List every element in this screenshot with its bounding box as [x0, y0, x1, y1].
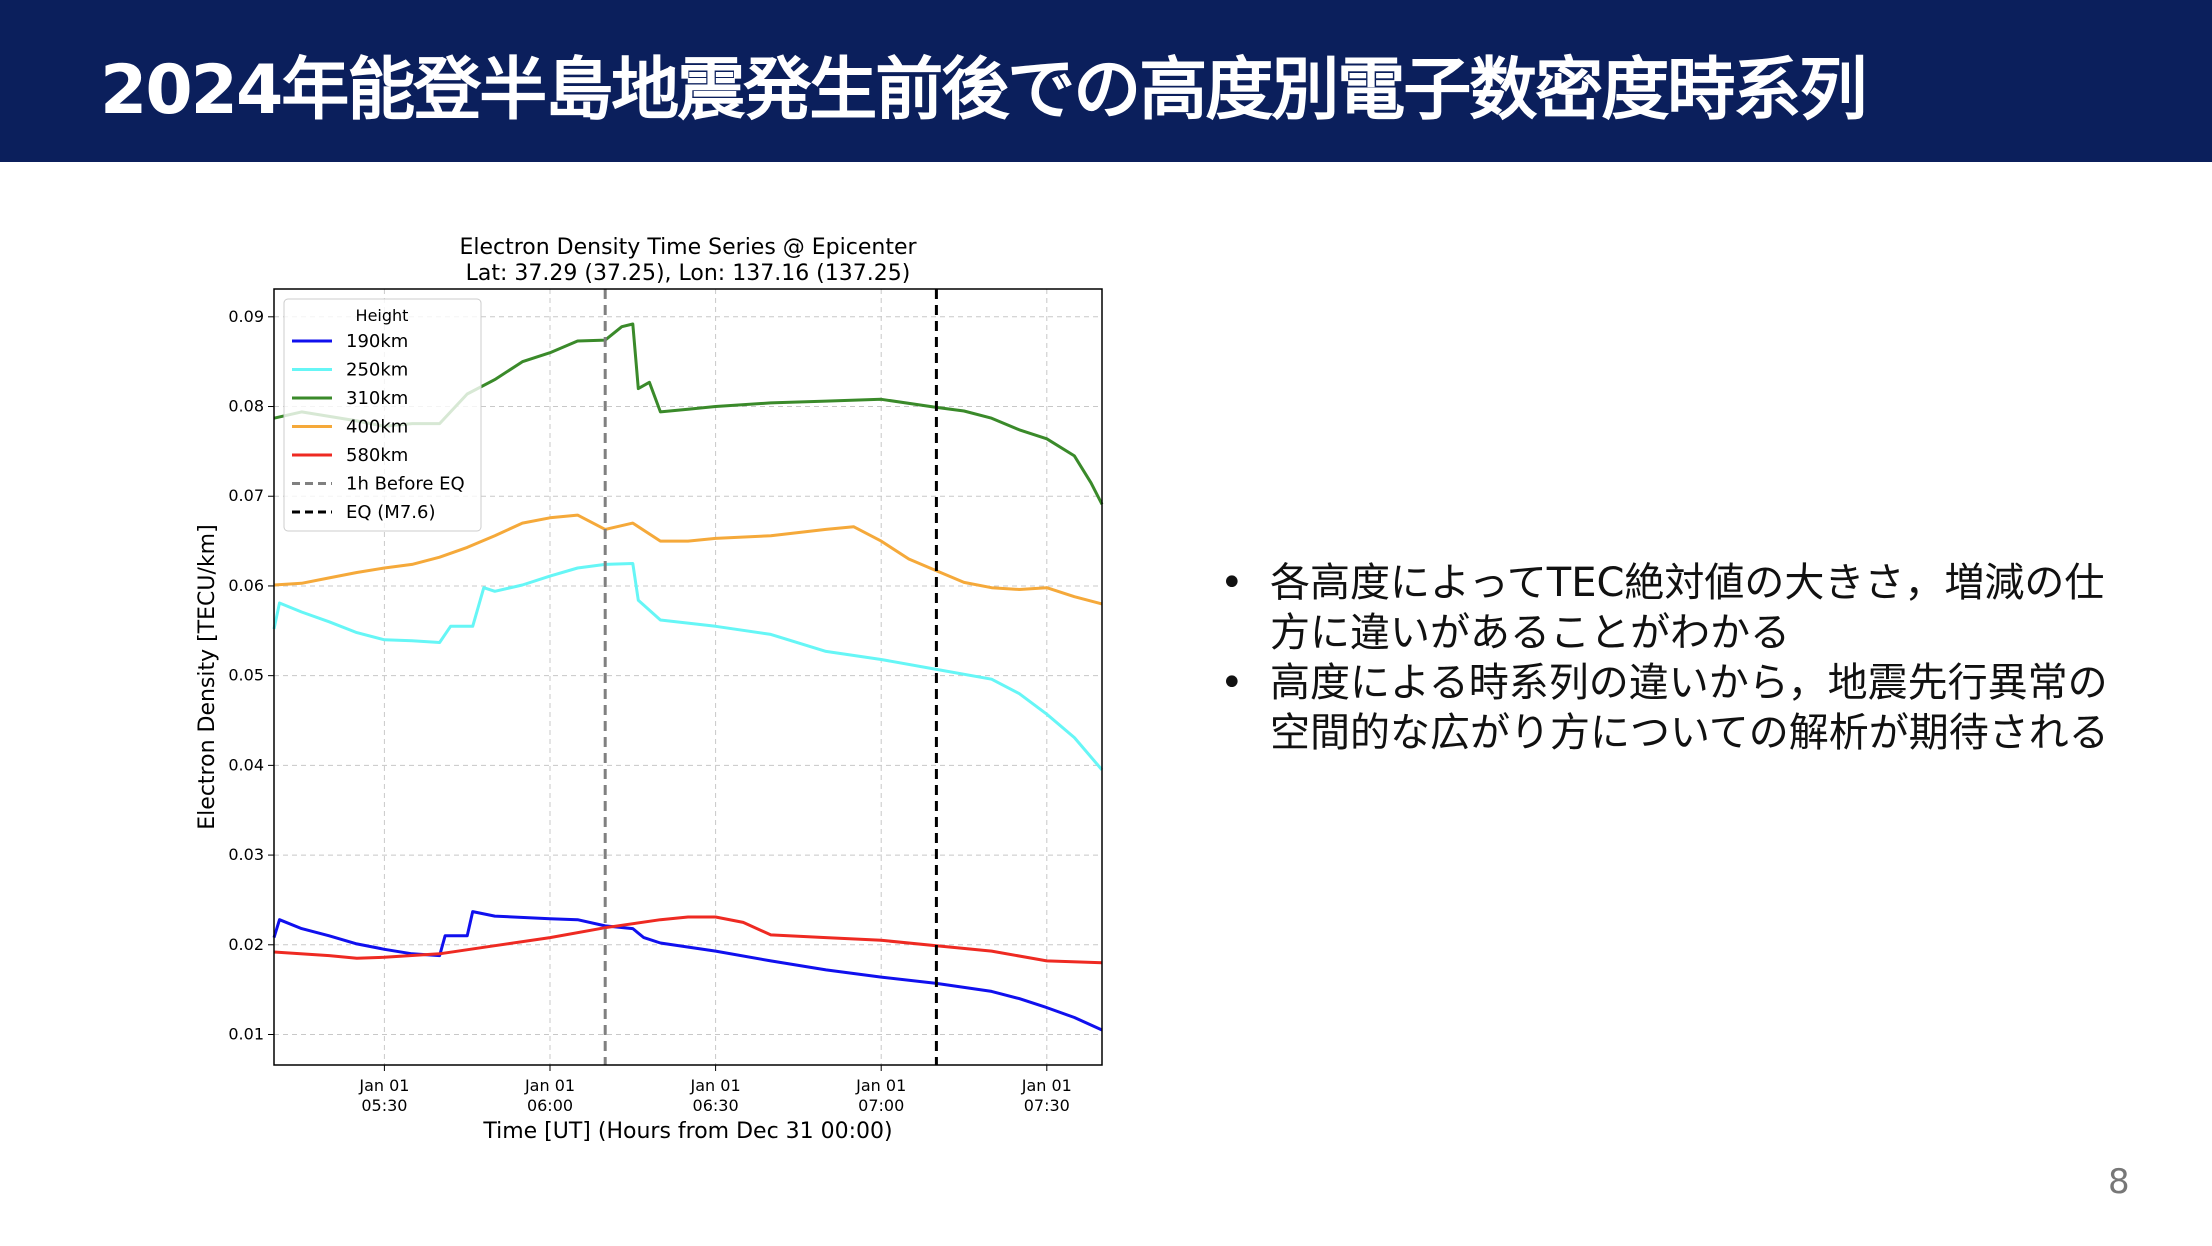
- y-tick-label: 0.03: [228, 845, 264, 864]
- plot-frame: [273, 288, 1103, 1066]
- x-tick-label: Jan 01: [855, 1076, 906, 1095]
- y-tick-label: 0.07: [228, 486, 264, 505]
- x-tick-label: Jan 01: [690, 1076, 741, 1095]
- legend-entry: 580km: [346, 445, 408, 466]
- legend-entry: 400km: [346, 417, 408, 438]
- series-line-250km: [272, 562, 1104, 771]
- y-axis-label: Electron Density [TECU/km]: [195, 524, 220, 829]
- legend-entry: 250km: [346, 360, 408, 381]
- bullet-item: • 各高度によってTEC絶対値の大きさ，増減の仕方に違いがあることがわかる: [1220, 558, 2120, 658]
- bullet-text: 各高度によってTEC絶対値の大きさ，増減の仕方に違いがあることがわかる: [1270, 560, 2105, 656]
- x-tick-label: 07:30: [1024, 1096, 1070, 1115]
- y-tick-label: 0.08: [228, 397, 264, 416]
- x-tick-label: 06:30: [693, 1096, 739, 1115]
- x-tick-label: Jan 01: [524, 1076, 575, 1095]
- x-axis-label: Time [UT] (Hours from Dec 31 00:00): [482, 1119, 892, 1144]
- legend-entry: 310km: [346, 388, 408, 409]
- bullet-dot-icon: •: [1220, 660, 1244, 706]
- x-tick-label: 06:00: [527, 1096, 573, 1115]
- slide-header: 2024年能登半島地震発生前後での高度別電子数密度時系列: [0, 0, 2212, 162]
- y-tick-label: 0.01: [228, 1024, 264, 1043]
- slide-title: 2024年能登半島地震発生前後での高度別電子数密度時系列: [100, 51, 1867, 130]
- x-tick-label: Jan 01: [358, 1076, 409, 1095]
- x-tick-label: Jan 01: [1021, 1076, 1072, 1095]
- y-tick-label: 0.04: [228, 755, 264, 774]
- legend-entry: 190km: [346, 331, 408, 352]
- legend-entry: 1h Before EQ: [346, 474, 465, 495]
- y-tick-label: 0.09: [228, 307, 264, 326]
- page-number: 8: [2108, 1162, 2130, 1202]
- bullet-dot-icon: •: [1220, 560, 1244, 606]
- y-tick-label: 0.06: [228, 576, 264, 595]
- bullet-item: • 高度による時系列の違いから，地震先行異常の空間的な広がり方についての解析が期待…: [1220, 658, 2120, 758]
- legend-box: [283, 298, 482, 532]
- legend-entry: EQ (M7.6): [346, 502, 435, 523]
- x-tick-label: 07:00: [858, 1096, 904, 1115]
- legend-title: Height: [356, 306, 409, 325]
- chart-title: Electron Density Time Series @ Epicenter: [459, 235, 917, 260]
- x-tick-label: 05:30: [361, 1096, 407, 1115]
- chart-subtitle: Lat: 37.29 (37.25), Lon: 137.16 (137.25): [466, 261, 911, 286]
- series-line-400km: [273, 513, 1103, 606]
- bullet-list: • 各高度によってTEC絶対値の大きさ，増減の仕方に違いがあることがわかる • 高度…: [1220, 558, 2120, 758]
- series-line-580km: [273, 915, 1103, 965]
- y-tick-label: 0.05: [228, 666, 264, 685]
- y-tick-label: 0.02: [228, 935, 264, 954]
- series-line-190km: [272, 910, 1103, 1032]
- bullet-text: 高度による時系列の違いから，地震先行異常の空間的な広がり方についての解析が期待さ…: [1270, 660, 2109, 756]
